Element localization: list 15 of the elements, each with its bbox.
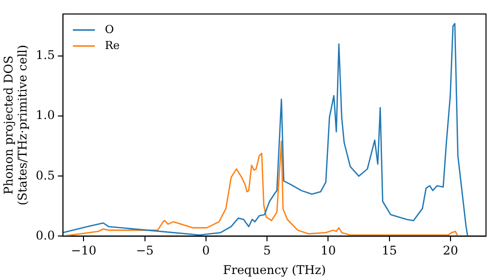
x-axis-title: Frequency (THz) [223,262,326,277]
y-tick-label: 0.0 [36,228,55,242]
legend-label: Re [104,38,120,52]
x-tick-label: −10 [71,244,96,258]
x-tick-label: −5 [136,244,154,258]
y-tick-label: 1.0 [36,108,55,122]
legend-label: O [104,22,114,36]
y-tick-label: 1.5 [36,48,55,62]
x-tick-label: 15 [382,244,398,258]
x-tick-label: 5 [263,244,271,258]
x-tick-label: 0 [202,244,210,258]
y-axis-title: Phonon projected DOS (States/THz·primitive cell) [1,44,30,206]
x-tick-label: 20 [442,244,458,258]
y-tick-label: 0.5 [36,168,55,182]
x-tick-label: 10 [320,244,336,258]
